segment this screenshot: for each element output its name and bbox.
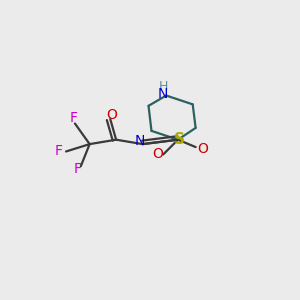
Text: S: S: [174, 132, 185, 147]
Text: F: F: [55, 145, 63, 158]
Text: H: H: [159, 80, 168, 93]
Text: N: N: [158, 87, 168, 101]
Text: F: F: [69, 111, 77, 124]
Text: F: F: [74, 162, 82, 176]
Text: O: O: [152, 147, 163, 161]
Text: N: N: [134, 134, 145, 148]
Text: O: O: [106, 108, 117, 122]
Text: O: O: [198, 142, 208, 155]
